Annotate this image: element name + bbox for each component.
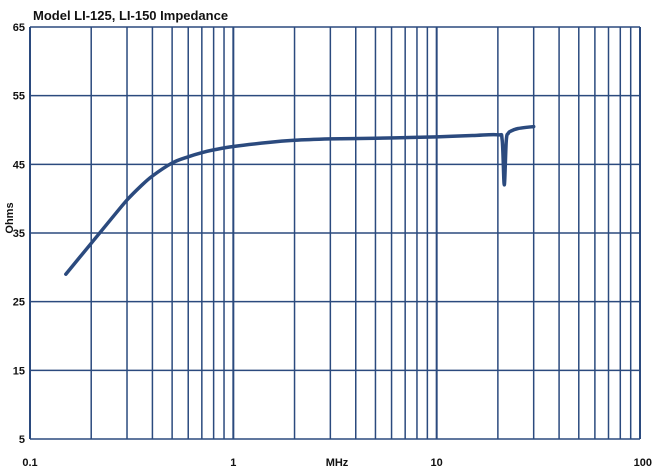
x-tick-label: 1 — [230, 457, 236, 469]
x-tick-label: 100 — [634, 457, 652, 469]
impedance-series-line — [64, 124, 536, 276]
x-tick-label: 0.1 — [22, 457, 37, 469]
grid — [29, 26, 641, 440]
y-axis-label: Ohms — [4, 202, 16, 233]
y-tick-label: 15 — [13, 365, 25, 377]
chart-title: Model LI-125, LI-150 Impedance — [33, 8, 228, 23]
y-tick-label: 45 — [13, 159, 25, 171]
y-tick-label: 5 — [19, 434, 25, 446]
x-axis-label: MHz — [326, 457, 349, 469]
series-layer — [64, 124, 536, 276]
y-tick-label: 65 — [13, 22, 25, 34]
y-tick-label: 35 — [13, 228, 25, 240]
tick-labels: 5 15 25 35 45 55 65 0.1 1 10 100 — [13, 22, 652, 469]
y-tick-label: 25 — [13, 297, 25, 309]
x-tick-label: 10 — [431, 457, 443, 469]
y-tick-label: 55 — [13, 91, 25, 103]
